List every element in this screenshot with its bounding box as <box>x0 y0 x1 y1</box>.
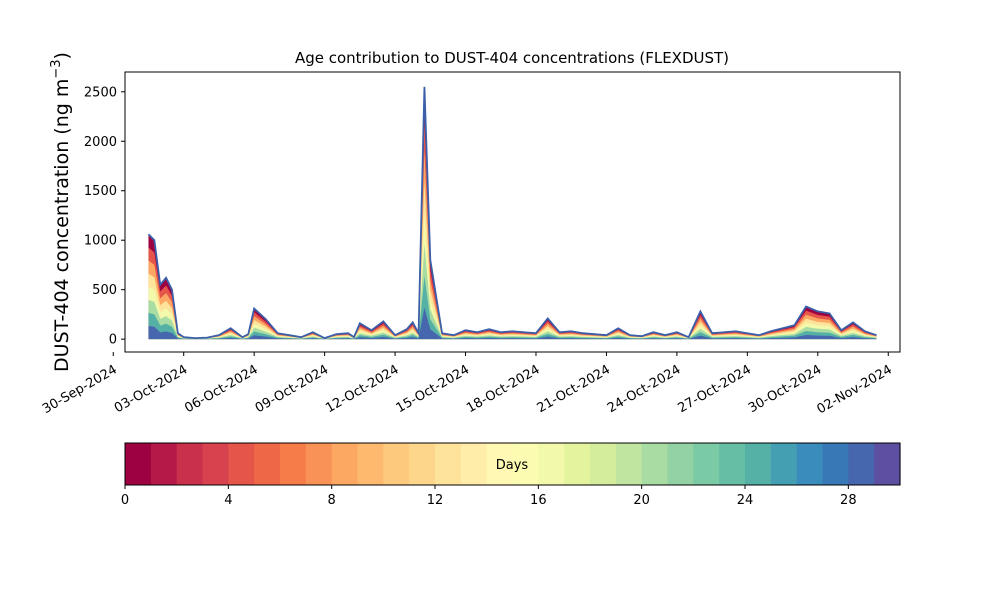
x-tick-label: 24-Oct-2024 <box>605 362 683 416</box>
x-tick-label: 12-Oct-2024 <box>323 362 401 416</box>
colorbar-swatch <box>615 443 643 485</box>
x-tick-label: 27-Oct-2024 <box>676 362 754 416</box>
colorbar-swatch <box>848 443 875 485</box>
colorbar-tick-label: 28 <box>840 493 857 508</box>
colorbar-swatch <box>254 443 281 485</box>
colorbar-swatch <box>150 443 178 485</box>
x-tick-label: 18-Oct-2024 <box>464 362 542 416</box>
x-tick-label: 21-Oct-2024 <box>535 362 613 416</box>
colorbar-tick-label: 16 <box>530 493 547 508</box>
age-band-area <box>148 86 877 340</box>
colorbar-swatch <box>228 443 255 485</box>
y-axis-label-main: DUST-404 concentration (ng m <box>51 79 73 372</box>
y-tick-label: 1000 <box>84 234 117 249</box>
age-band-area <box>148 244 877 340</box>
colorbar-swatch <box>125 443 152 485</box>
x-tick-label: 03-Oct-2024 <box>112 362 190 416</box>
y-axis: 0 500 1000 1500 2000 2500 <box>84 85 125 348</box>
age-band-area <box>148 276 877 340</box>
colorbar-swatch <box>409 443 436 485</box>
colorbar-swatch <box>667 443 694 485</box>
colorbar-swatch <box>383 443 410 485</box>
age-band-area <box>148 212 877 340</box>
total-concentration-line <box>147 86 877 340</box>
colorbar-swatch <box>641 443 669 485</box>
age-band-area <box>148 181 877 340</box>
x-tick-label: 15-Oct-2024 <box>394 362 472 416</box>
colorbar-swatch <box>280 443 307 485</box>
plot-frame <box>124 71 901 353</box>
colorbar-swatch <box>822 443 849 485</box>
colorbar-swatch <box>719 443 746 485</box>
colorbar-swatch <box>176 443 204 485</box>
x-tick-label: 30-Oct-2024 <box>746 362 824 416</box>
colorbar-swatch <box>796 443 824 485</box>
y-axis-label: DUST-404 concentration (ng m−3) <box>49 52 73 372</box>
colorbar-swatch <box>202 443 229 485</box>
chart-title: Age contribution to DUST-404 concentrati… <box>295 49 729 67</box>
colorbar-tick-label: 0 <box>121 493 129 508</box>
y-tick-label: 500 <box>92 283 117 298</box>
colorbar-swatch <box>874 443 901 485</box>
colorbar-swatch <box>590 443 617 485</box>
colorbar-swatch <box>693 443 720 485</box>
colorbar-swatch <box>460 443 488 485</box>
colorbar-frame <box>124 442 901 486</box>
colorbar-swatch <box>486 443 514 485</box>
colorbar-swatch <box>770 443 798 485</box>
y-axis-label-exponent: −3 <box>49 59 64 78</box>
colorbar-tick-label: 20 <box>633 493 650 508</box>
colorbar-label: Days <box>496 458 529 473</box>
colorbar-swatch <box>538 443 565 485</box>
y-tick-label: 2500 <box>84 85 117 100</box>
x-tick-label: 09-Oct-2024 <box>253 362 331 416</box>
age-band-area <box>148 149 877 340</box>
colorbar: 0 4 8 12 16 20 24 28 <box>121 443 901 508</box>
colorbar-swatch <box>564 443 591 485</box>
colorbar-tick-label: 8 <box>328 493 336 508</box>
x-tick-label: 06-Oct-2024 <box>182 362 260 416</box>
plot-area <box>147 86 877 340</box>
colorbar-swatch <box>331 443 359 485</box>
y-tick-label: 2000 <box>84 135 117 150</box>
colorbar-swatch <box>357 443 384 485</box>
x-tick-label: 02-Nov-2024 <box>815 362 895 417</box>
colorbar-swatch <box>435 443 462 485</box>
colorbar-swatch <box>745 443 772 485</box>
colorbar-swatch <box>305 443 333 485</box>
y-axis-label-close: ) <box>51 52 73 59</box>
colorbar-tick-label: 4 <box>224 493 232 508</box>
age-band-area <box>148 307 877 340</box>
age-band-area <box>148 118 877 340</box>
x-axis: 30-Sep-202403-Oct-202406-Oct-202409-Oct-… <box>40 352 895 417</box>
y-tick-label: 0 <box>109 333 117 348</box>
colorbar-tick-label: 24 <box>737 493 754 508</box>
colorbar-tick-label: 12 <box>427 493 444 508</box>
y-tick-label: 1500 <box>84 184 117 199</box>
colorbar-swatch <box>512 443 539 485</box>
